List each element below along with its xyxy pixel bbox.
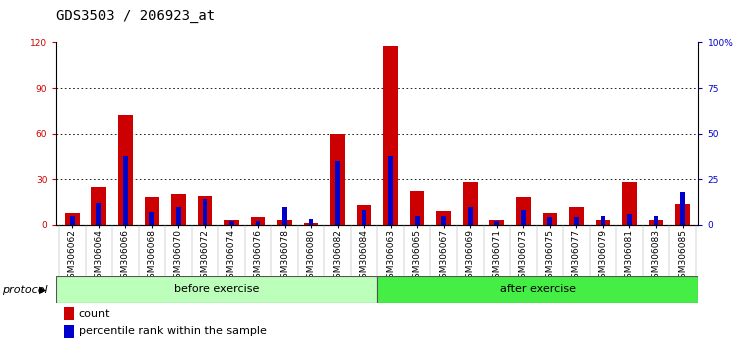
- Text: count: count: [79, 309, 110, 319]
- Bar: [198, 196, 213, 225]
- Bar: [255, 221, 261, 225]
- Bar: [410, 192, 424, 225]
- Bar: [70, 216, 74, 225]
- Bar: [357, 205, 372, 225]
- Bar: [627, 214, 632, 225]
- Bar: [362, 210, 366, 225]
- Bar: [203, 199, 207, 225]
- Bar: [229, 221, 234, 225]
- Bar: [415, 216, 420, 225]
- Bar: [330, 133, 345, 225]
- Text: after exercise: after exercise: [500, 284, 576, 295]
- Bar: [65, 213, 80, 225]
- Bar: [56, 276, 377, 303]
- Bar: [388, 155, 393, 225]
- Bar: [680, 192, 685, 225]
- Text: ▶: ▶: [39, 285, 47, 295]
- Bar: [144, 198, 159, 225]
- Bar: [569, 207, 584, 225]
- Bar: [149, 212, 154, 225]
- Bar: [601, 216, 605, 225]
- Bar: [542, 213, 557, 225]
- Bar: [649, 220, 663, 225]
- Bar: [176, 207, 181, 225]
- Bar: [653, 216, 659, 225]
- Bar: [622, 182, 637, 225]
- Bar: [303, 223, 318, 225]
- Bar: [123, 155, 128, 225]
- Bar: [547, 217, 552, 225]
- Bar: [277, 220, 292, 225]
- Bar: [494, 221, 499, 225]
- Bar: [468, 207, 472, 225]
- Text: before exercise: before exercise: [174, 284, 260, 295]
- Bar: [675, 204, 690, 225]
- Bar: [92, 187, 106, 225]
- Bar: [224, 220, 239, 225]
- Bar: [251, 217, 265, 225]
- Bar: [118, 115, 133, 225]
- Bar: [309, 219, 313, 225]
- Bar: [490, 220, 504, 225]
- Bar: [377, 276, 698, 303]
- Bar: [335, 161, 340, 225]
- Text: protocol: protocol: [2, 285, 48, 295]
- Bar: [96, 203, 101, 225]
- Bar: [171, 194, 185, 225]
- Text: GDS3503 / 206923_at: GDS3503 / 206923_at: [56, 9, 216, 23]
- Bar: [463, 182, 478, 225]
- Bar: [521, 210, 526, 225]
- Bar: [516, 198, 531, 225]
- Bar: [383, 46, 398, 225]
- Bar: [574, 217, 579, 225]
- Bar: [442, 216, 446, 225]
- Bar: [596, 220, 611, 225]
- Bar: [282, 207, 287, 225]
- Bar: [436, 211, 451, 225]
- Text: percentile rank within the sample: percentile rank within the sample: [79, 326, 267, 336]
